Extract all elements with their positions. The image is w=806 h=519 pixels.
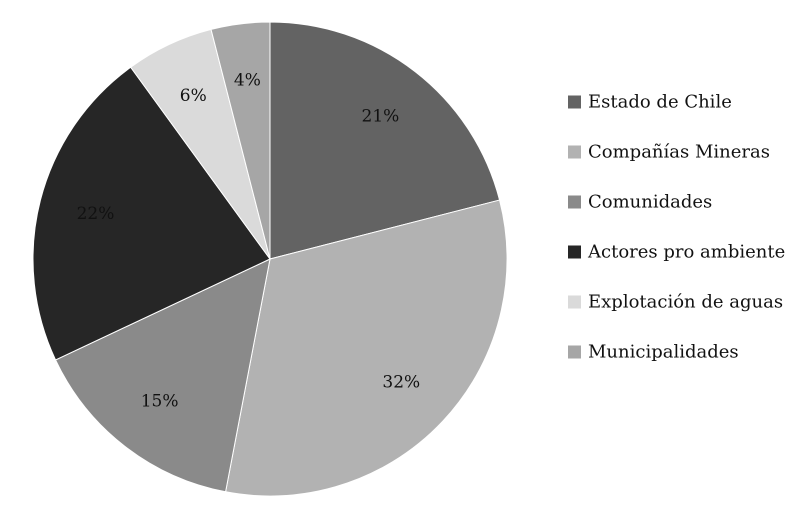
legend-swatch-companias-mineras — [568, 145, 581, 159]
legend-label-municipalidades: Municipalidades — [588, 342, 739, 363]
slice-value-label-explotacion-de-aguas: 6% — [180, 86, 207, 106]
pie-slices — [32, 21, 508, 497]
pie-slice-estado-de-chile — [269, 21, 501, 260]
legend-label-explotacion-de-aguas: Explotación de aguas — [588, 292, 783, 313]
legend-swatch-explotacion-de-aguas — [568, 295, 581, 309]
slice-value-label-municipalidades: 4% — [234, 70, 261, 90]
pie-slice-municipalidades — [210, 21, 271, 260]
legend-swatch-estado-de-chile — [568, 95, 581, 109]
legend-swatch-actores-pro-ambiente — [568, 245, 581, 259]
legend-swatch-comunidades — [568, 195, 581, 209]
slice-value-label-companias-mineras: 32% — [382, 372, 420, 392]
slice-value-label-estado-de-chile: 21% — [362, 107, 400, 127]
chart-legend: Estado de Chile Compañías Mineras Comunida… — [568, 92, 785, 363]
slice-value-label-comunidades: 15% — [141, 391, 179, 411]
slice-value-label-actores-pro-ambiente: 22% — [77, 204, 115, 224]
pie-slice-actores-pro-ambiente — [32, 66, 271, 361]
legend-label-comunidades: Comunidades — [588, 192, 712, 213]
pie-slice-labels: 21% 32% 15% 22% 6% 4% — [77, 70, 421, 411]
pie-slice-companias-mineras — [225, 199, 508, 497]
legend-label-actores-pro-ambiente: Actores pro ambiente — [587, 242, 785, 263]
legend-swatch-municipalidades — [568, 345, 581, 359]
legend-label-companias-mineras: Compañías Mineras — [588, 142, 770, 163]
pie-slice-comunidades — [54, 258, 271, 493]
legend-label-estado-de-chile: Estado de Chile — [588, 92, 732, 113]
